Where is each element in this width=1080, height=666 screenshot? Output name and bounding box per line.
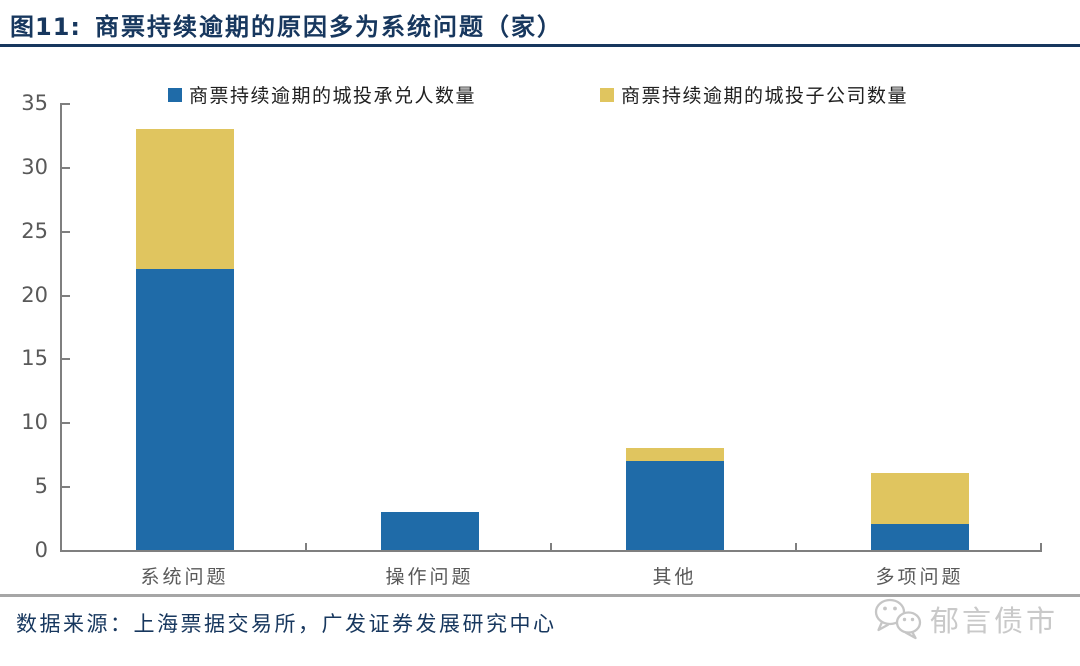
bar-多项问题-yellow (871, 473, 969, 524)
figure-title-text: 商票持续逾期的原因多为系统问题（家） (95, 12, 563, 41)
y-tick-label: 20 (21, 283, 48, 307)
legend-swatch-icon (168, 87, 182, 102)
legend-swatch-icon (600, 87, 614, 102)
bar-操作问题-blue (381, 512, 479, 550)
y-tick (62, 167, 70, 169)
chart-legend: 商票持续逾期的城投承兑人数量 商票持续逾期的城投子公司数量 (0, 81, 1080, 107)
title-divider (0, 44, 1080, 47)
bar-其他-yellow (626, 448, 724, 461)
y-tick-label: 25 (21, 219, 48, 243)
legend-label: 商票持续逾期的城投承兑人数量 (189, 85, 477, 107)
bar-系统问题-blue (136, 269, 234, 550)
y-tick (62, 358, 70, 360)
footer-divider (0, 594, 1080, 597)
y-tick-label: 5 (34, 474, 48, 498)
y-tick-label: 0 (34, 538, 48, 562)
x-axis-label: 操作问题 (385, 566, 474, 588)
y-axis-line (60, 103, 62, 552)
x-axis-line (60, 550, 1042, 552)
legend-item-blue: 商票持续逾期的城投承兑人数量 (168, 81, 476, 108)
y-tick-label: 15 (21, 346, 48, 370)
x-tick (795, 543, 797, 551)
x-axis-label: 多项问题 (875, 566, 964, 588)
data-source: 数据来源：上海票据交易所，广发证券发展研究中心 (16, 612, 557, 636)
bar-其他-blue (626, 461, 724, 550)
y-tick (62, 550, 70, 552)
figure-title: 图11: 商票持续逾期的原因多为系统问题（家） (10, 6, 563, 42)
y-tick-label: 35 (21, 91, 48, 115)
y-tick (62, 103, 70, 105)
figure-number: 图11: (10, 12, 81, 41)
bar-系统问题-yellow (136, 129, 234, 269)
x-tick (305, 543, 307, 551)
legend-item-yellow: 商票持续逾期的城投子公司数量 (600, 81, 908, 108)
bar-多项问题-blue (871, 524, 969, 550)
watermark: 郁言债市 (872, 596, 1058, 642)
watermark-text: 郁言债市 (929, 604, 1058, 638)
legend-label: 商票持续逾期的城投子公司数量 (621, 85, 909, 107)
y-tick (62, 295, 70, 297)
y-tick (62, 486, 70, 488)
y-tick (62, 231, 70, 233)
y-tick-label: 10 (21, 410, 48, 434)
x-axis-label: 系统问题 (140, 566, 229, 588)
x-tick (1040, 543, 1042, 551)
y-tick (62, 422, 70, 424)
x-tick (550, 543, 552, 551)
x-axis-label: 其他 (652, 566, 697, 588)
x-tick (60, 543, 62, 551)
wechat-icon (874, 598, 922, 640)
y-tick-label: 30 (21, 155, 48, 179)
